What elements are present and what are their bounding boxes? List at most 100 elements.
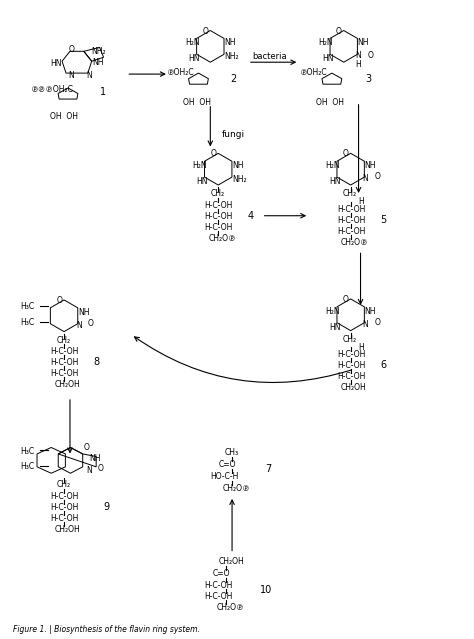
Text: CH₃: CH₃ — [224, 449, 238, 458]
FancyArrowPatch shape — [135, 337, 351, 383]
Text: O: O — [84, 443, 90, 452]
Text: H-C-OH: H-C-OH — [337, 216, 365, 225]
Text: OH  OH: OH OH — [50, 112, 78, 121]
Text: H₂N: H₂N — [325, 307, 339, 316]
Text: H₂N: H₂N — [192, 161, 207, 170]
Text: O: O — [336, 27, 342, 36]
Text: N: N — [363, 320, 368, 328]
Text: 6: 6 — [380, 360, 386, 371]
Text: NH₂: NH₂ — [92, 47, 106, 56]
Text: bacteria: bacteria — [252, 52, 287, 61]
Text: OH  OH: OH OH — [316, 98, 344, 107]
Text: H-C-OH: H-C-OH — [204, 592, 233, 601]
Text: Figure 1. | Biosynthesis of the flavin ring system.: Figure 1. | Biosynthesis of the flavin r… — [13, 625, 200, 634]
Text: 10: 10 — [260, 585, 272, 595]
Text: 1: 1 — [100, 87, 106, 97]
Text: H₂N: H₂N — [186, 38, 200, 47]
Text: O: O — [69, 45, 75, 54]
Text: NH: NH — [357, 38, 369, 47]
Text: ℗OH₂C: ℗OH₂C — [300, 68, 328, 77]
Text: NH: NH — [90, 454, 101, 463]
Text: NH: NH — [232, 161, 244, 170]
Text: NH: NH — [365, 161, 376, 170]
Text: H-C-OH: H-C-OH — [337, 227, 365, 236]
Text: NH: NH — [224, 38, 236, 47]
Text: C=O: C=O — [218, 460, 236, 470]
Text: H-C-OH: H-C-OH — [50, 492, 79, 501]
Text: H-C-OH: H-C-OH — [337, 373, 365, 381]
Text: O: O — [343, 150, 349, 158]
Text: N: N — [86, 466, 91, 475]
Text: CH₂O℗: CH₂O℗ — [341, 238, 368, 247]
Text: ℗OH₂C: ℗OH₂C — [167, 68, 194, 77]
Text: NH: NH — [78, 308, 90, 317]
Text: 2: 2 — [230, 74, 237, 84]
Text: H-C-OH: H-C-OH — [50, 358, 79, 367]
Text: CH₂: CH₂ — [343, 335, 357, 344]
Text: N: N — [68, 71, 74, 80]
Text: HN: HN — [322, 54, 334, 63]
Text: CH₂OH: CH₂OH — [54, 525, 80, 534]
Text: H: H — [358, 343, 365, 351]
Text: CH₂OH: CH₂OH — [54, 380, 80, 389]
Text: fungi: fungi — [222, 130, 246, 139]
Text: 9: 9 — [104, 502, 109, 512]
Text: HN: HN — [189, 54, 200, 63]
Text: O: O — [202, 27, 208, 36]
Text: H-C-OH: H-C-OH — [50, 514, 79, 523]
Text: CH₂OH: CH₂OH — [341, 383, 366, 392]
Text: 3: 3 — [365, 74, 372, 84]
Text: H₂N: H₂N — [325, 161, 339, 170]
Text: H₃C: H₃C — [20, 318, 35, 327]
Text: HN: HN — [197, 177, 208, 186]
Text: O: O — [374, 318, 380, 327]
Text: NH: NH — [93, 58, 104, 67]
Text: CH₂: CH₂ — [56, 480, 70, 489]
Text: O: O — [343, 295, 349, 304]
Text: O: O — [210, 150, 216, 158]
Text: CH₂O℗: CH₂O℗ — [209, 234, 236, 243]
Text: N: N — [86, 71, 91, 80]
Text: H-C-OH: H-C-OH — [337, 350, 365, 359]
Text: H-C-OH: H-C-OH — [50, 348, 79, 357]
Text: H₃C: H₃C — [20, 302, 35, 311]
Text: O: O — [98, 465, 103, 473]
Text: N: N — [363, 174, 368, 183]
Text: O: O — [56, 296, 62, 305]
Text: CH₂: CH₂ — [56, 335, 70, 344]
Text: H-C-OH: H-C-OH — [204, 581, 233, 590]
Text: CH₂: CH₂ — [343, 189, 357, 198]
Text: H-C-OH: H-C-OH — [204, 222, 233, 232]
Text: O: O — [374, 172, 380, 181]
Text: HN: HN — [329, 323, 340, 332]
Text: OH  OH: OH OH — [182, 98, 210, 107]
Text: H-C-OH: H-C-OH — [337, 205, 365, 214]
Text: 8: 8 — [94, 357, 100, 367]
Text: ℗℗℗OH₂C: ℗℗℗OH₂C — [30, 85, 73, 94]
Text: 7: 7 — [265, 465, 272, 474]
Text: CH₂: CH₂ — [210, 189, 225, 198]
Text: H: H — [356, 60, 361, 69]
Text: O: O — [88, 319, 94, 328]
Text: C=O: C=O — [212, 569, 230, 578]
Text: H₃C: H₃C — [20, 447, 35, 456]
Text: H-C-OH: H-C-OH — [204, 212, 233, 220]
Text: HN: HN — [51, 59, 62, 68]
Text: HO-C-H: HO-C-H — [210, 472, 239, 481]
Text: CH₂O℗: CH₂O℗ — [222, 484, 250, 493]
Text: N: N — [76, 321, 82, 330]
Text: H₂N: H₂N — [318, 38, 333, 47]
Text: 4: 4 — [248, 211, 254, 221]
Text: 5: 5 — [380, 215, 387, 225]
Text: H-C-OH: H-C-OH — [204, 201, 233, 210]
Text: NH: NH — [365, 307, 376, 316]
Text: H: H — [358, 197, 365, 206]
Text: O: O — [367, 51, 374, 60]
Text: NH₂: NH₂ — [232, 175, 246, 184]
Text: H-C-OH: H-C-OH — [50, 503, 79, 512]
Text: N: N — [356, 51, 361, 60]
Text: NH₂: NH₂ — [224, 52, 239, 61]
Text: H-C-OH: H-C-OH — [337, 361, 365, 371]
Text: H₃C: H₃C — [20, 463, 35, 472]
Text: CH₂OH: CH₂OH — [218, 557, 244, 566]
